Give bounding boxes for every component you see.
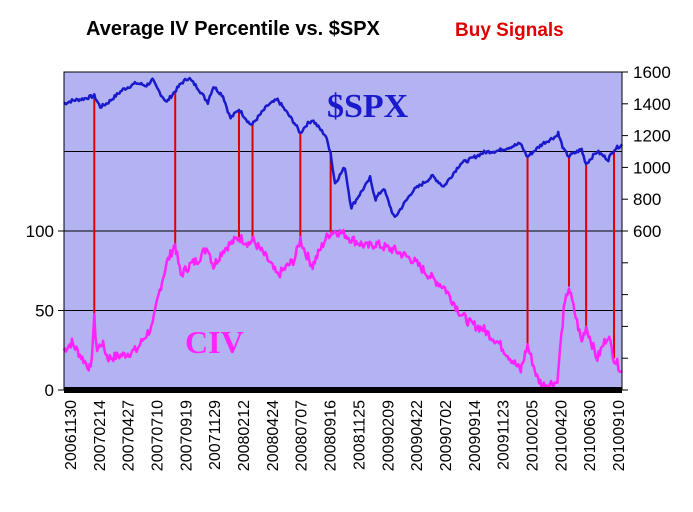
series-lines [62,76,624,391]
right-tick-label: 1400 [633,95,671,114]
left-axis: 0 50 100 [26,222,64,400]
right-tick-label: 1600 [633,63,671,82]
x-tick-label: 20070427 [121,400,138,471]
right-tick-label: 800 [633,190,661,209]
left-tick-label: 50 [35,302,54,321]
x-tick-label: 20100205 [525,400,542,471]
x-tick-label: 20091123 [496,400,513,470]
x-tick-label: 20081125 [351,400,368,470]
series-line-spx [63,76,624,218]
x-tick-label: 20100420 [553,400,570,471]
x-tick-label: 20080707 [294,400,311,471]
left-tick-label: 100 [26,222,54,241]
x-tick-label: 20090914 [467,400,484,471]
series-line-civ [62,228,623,391]
x-tick-label: 20061130 [63,400,80,470]
buy-signal-lines [93,91,616,359]
x-axis: 20061130 20070214 20070427 20070710 20070919… [63,400,628,471]
right-tick-label: 1000 [633,158,671,177]
series-label-civ: CIV [185,324,244,360]
x-axis-bar [64,387,622,393]
x-tick-label: 20090422 [409,400,426,471]
series-label-spx: $SPX [327,88,409,125]
x-tick-label: 20080916 [323,400,340,471]
right-tick-label: 600 [633,222,661,241]
x-tick-label: 20080424 [265,400,282,471]
x-tick-label: 20071129 [207,400,224,470]
left-tick-label: 0 [45,381,54,400]
x-tick-label: 20090702 [438,400,455,471]
chart-subtitle: Buy Signals [455,20,564,41]
x-tick-label: 20070214 [92,400,109,471]
x-tick-label: 20080212 [236,400,253,471]
x-tick-label: 20090209 [380,400,397,471]
chart-title: Average IV Percentile vs. $SPX [86,18,380,40]
right-tick-label: 1200 [633,127,671,146]
chart-title-area: Average IV Percentile vs. $SPX Buy Signa… [0,18,693,48]
x-tick-label: 20070919 [178,400,195,471]
x-tick-label: 20100630 [582,400,599,471]
right-axis: 600 800 1000 1200 1400 1600 [622,63,671,391]
x-tick-label: 20100910 [611,400,628,471]
x-tick-label: 20070710 [150,400,167,471]
